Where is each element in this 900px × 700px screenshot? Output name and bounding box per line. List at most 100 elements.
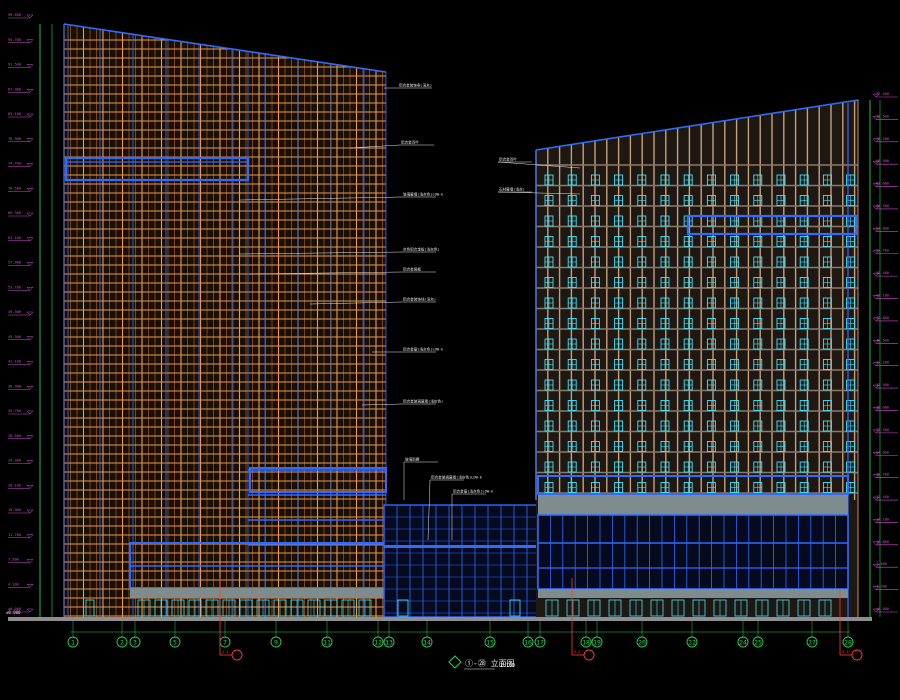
right-window-icon [637, 441, 647, 452]
right-window-icon [614, 420, 624, 432]
axis-bubble: 25 [752, 621, 764, 648]
axis-bubble-label: 25 [754, 639, 762, 647]
right-window-icon [706, 236, 716, 247]
axis-bubble: 19 [591, 621, 603, 648]
level-mark-label: 53.700 [876, 249, 889, 253]
right-window-icon [544, 256, 554, 268]
level-marker-icon [872, 205, 880, 210]
right-window-icon [822, 338, 832, 350]
right-window-icon [637, 277, 647, 288]
right-window-icon [614, 277, 624, 288]
right-window-icon [660, 461, 670, 473]
right-window-icon [706, 482, 716, 493]
axis-bubble-circle-icon [67, 636, 79, 648]
drawing-title: ①-㉘ 立面图 [465, 658, 515, 668]
axis-bubble-label: 2 [120, 639, 124, 647]
right-window-icon [614, 318, 624, 329]
right-window-icon [567, 195, 577, 206]
level-marker-icon [872, 384, 880, 389]
right-window-icon [567, 461, 577, 473]
right-window-icon [660, 441, 670, 452]
right-window-icon [683, 359, 693, 370]
podium-canopy [384, 545, 540, 548]
level-marks-left: 99.600 95.700 91.500 87.300 83.100 78.900 74.7… [8, 13, 34, 613]
right-window-icon [614, 482, 624, 493]
right-window-icon [614, 338, 624, 350]
axis-bubble: 14 [421, 621, 433, 648]
level-mark-label: 66.900 [876, 159, 889, 163]
level-marker-icon [872, 452, 880, 456]
axis-bubble-label: 22 [688, 639, 696, 647]
right-window-icon [544, 359, 554, 370]
right-window-icon [706, 174, 716, 186]
axis-bubble-circle-icon [522, 636, 534, 648]
right-window-icon [799, 441, 809, 452]
annotation-callout: 铝合金百叶 [497, 157, 581, 169]
level-mark-label: 57.900 [8, 261, 21, 265]
left-slab-band [130, 588, 386, 598]
right-window-icon [730, 338, 740, 350]
right-window-icon [614, 379, 624, 391]
right-window-icon [776, 277, 786, 288]
level-mark-label: 28.500 [8, 434, 21, 438]
right-window-icon [567, 482, 577, 493]
level-mark-label: 62.100 [8, 236, 21, 240]
axis-bubble-circle-icon [383, 636, 395, 648]
axis-bubble: 2 [116, 621, 128, 648]
right-window-icon [730, 195, 740, 206]
level-mark-label: ±0.000 [876, 607, 889, 611]
right-roof-line [535, 99, 859, 151]
right-window-icon [637, 338, 647, 350]
left-side-door-icon [85, 599, 95, 617]
right-window-icon [776, 420, 786, 432]
axis-bubble-label: 15 [486, 639, 494, 647]
right-window-icon [799, 420, 809, 432]
right-window-icon [683, 482, 693, 493]
level-mark-label: 70.200 [876, 137, 889, 141]
axis-bubble: 16 [522, 621, 534, 648]
axis-bubble-circle-icon [484, 636, 496, 648]
left-tower [63, 0, 388, 617]
right-window-icon [660, 174, 670, 186]
annotation-callout: 灰色铝合金板(浅灰色) [239, 247, 440, 255]
right-window-icon [706, 441, 716, 452]
right-window-icon [590, 236, 600, 247]
right-window-icon [706, 461, 716, 473]
right-window-icon [590, 215, 600, 227]
level-marker-icon [26, 287, 34, 291]
level-marker-icon [872, 160, 880, 165]
annotation-callout: 铝合金窗(浅灰色)LOW-E [372, 347, 443, 353]
section-mark-label: 2-2 [574, 650, 581, 654]
right-window-icon [660, 236, 670, 247]
axis-bubble: 18 [580, 621, 592, 648]
section-mark: 2-2 [571, 578, 595, 661]
axis-bubble: 9 [270, 621, 282, 648]
level-mark-label: 14.100 [876, 517, 889, 521]
left-roof-line [63, 23, 387, 73]
level-marker-icon [26, 509, 34, 514]
level-marker-icon [872, 295, 880, 299]
right-window-icon [637, 195, 647, 206]
right-transfer-band [537, 475, 849, 495]
level-marker-icon [26, 534, 34, 539]
axis-bubble-label: 16 [524, 639, 532, 647]
right-window-icon [753, 420, 763, 432]
level-mark-label: 20.700 [876, 473, 889, 477]
annotation-label: 铝合金玻璃幕墙(浅灰色) [403, 399, 443, 404]
axis-bubble-circle-icon [321, 636, 333, 648]
right-window-icon [799, 482, 809, 493]
right-window-icon [544, 338, 554, 350]
annotation-callout: 铝合金窗(浅灰色)LOW-E [451, 489, 493, 540]
level-marker-icon [26, 386, 34, 390]
right-window-icon [544, 318, 554, 329]
right-window-icon [567, 297, 577, 309]
right-window-icon [567, 277, 577, 288]
right-window-icon [567, 379, 577, 391]
level-mark-label: 53.700 [8, 285, 21, 289]
right-window-icon [753, 461, 763, 473]
right-window-icon [544, 379, 554, 391]
annotation-label: 铝合金玻璃幕墙(浅灰色)LOW-E [431, 475, 482, 480]
level-marker-icon [26, 89, 34, 93]
right-window-icon [822, 236, 832, 247]
level-marker-icon [26, 212, 34, 217]
